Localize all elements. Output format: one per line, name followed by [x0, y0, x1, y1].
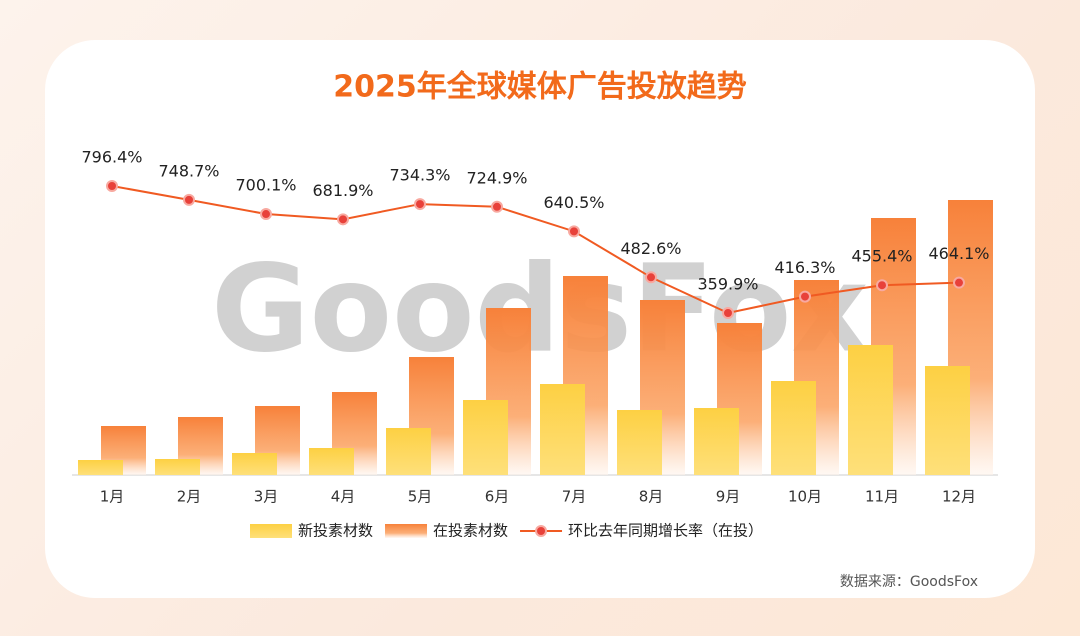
- data-label: 681.9%: [312, 181, 373, 200]
- x-tick-label: 2月: [177, 488, 202, 506]
- data-label: 359.9%: [697, 275, 758, 294]
- data-label: 734.3%: [389, 166, 450, 185]
- data-label: 416.3%: [774, 258, 835, 277]
- bar: [463, 400, 508, 475]
- bar: [155, 459, 200, 475]
- line-point: [491, 200, 503, 213]
- legend-label: 环比去年同期增长率（在投）: [568, 522, 763, 540]
- bar: [771, 381, 816, 475]
- data-label: 724.9%: [466, 168, 527, 187]
- line-point: [106, 180, 118, 192]
- x-tick-label: 12月: [942, 488, 976, 506]
- x-tick-label: 3月: [254, 488, 279, 506]
- bar: [540, 384, 585, 475]
- bar: [386, 428, 431, 475]
- bar: [78, 460, 123, 475]
- line-point: [568, 225, 580, 238]
- bar: [848, 345, 893, 475]
- line-point: [953, 276, 965, 289]
- bar: [694, 408, 739, 475]
- line-point: [876, 279, 888, 292]
- line-point: [722, 307, 734, 319]
- legend-swatch: [535, 525, 548, 537]
- line-point: [799, 290, 811, 303]
- x-tick-label: 1月: [100, 488, 125, 506]
- legend-label: 新投素材数: [298, 522, 373, 540]
- bar: [232, 453, 277, 475]
- legend-swatch: [385, 524, 428, 538]
- x-tick-label: 4月: [331, 488, 356, 506]
- data-label: 640.5%: [543, 193, 604, 212]
- bar: [925, 366, 970, 475]
- bar: [617, 410, 662, 475]
- x-tick-label: 10月: [788, 488, 822, 506]
- legend-swatch: [250, 524, 292, 538]
- line-point: [183, 193, 195, 206]
- x-tick-label: 6月: [485, 488, 510, 506]
- data-label: 482.6%: [620, 239, 681, 258]
- x-tick-label: 9月: [716, 488, 741, 506]
- x-tick-label: 11月: [865, 488, 899, 506]
- x-tick-label: 5月: [408, 488, 433, 506]
- data-label: 455.4%: [851, 247, 912, 266]
- line-point: [260, 208, 272, 221]
- source: 数据来源：GoodsFox: [840, 574, 978, 590]
- data-label: 796.4%: [81, 148, 142, 167]
- bar: [309, 448, 354, 475]
- data-label: 464.1%: [928, 244, 989, 263]
- x-tick-label: 8月: [639, 488, 664, 506]
- x-tick-label: 7月: [562, 488, 587, 506]
- line-point: [414, 198, 426, 211]
- line: [111, 185, 960, 315]
- line-point: [645, 271, 657, 284]
- chart-title: 2025年全球媒体广告投放趋势: [333, 70, 747, 105]
- watermark: GoodsFox: [211, 241, 869, 380]
- legend-label: 在投素材数: [433, 522, 508, 540]
- data-label: 748.7%: [158, 161, 219, 180]
- line-point: [337, 213, 349, 226]
- data-label: 700.1%: [235, 176, 296, 195]
